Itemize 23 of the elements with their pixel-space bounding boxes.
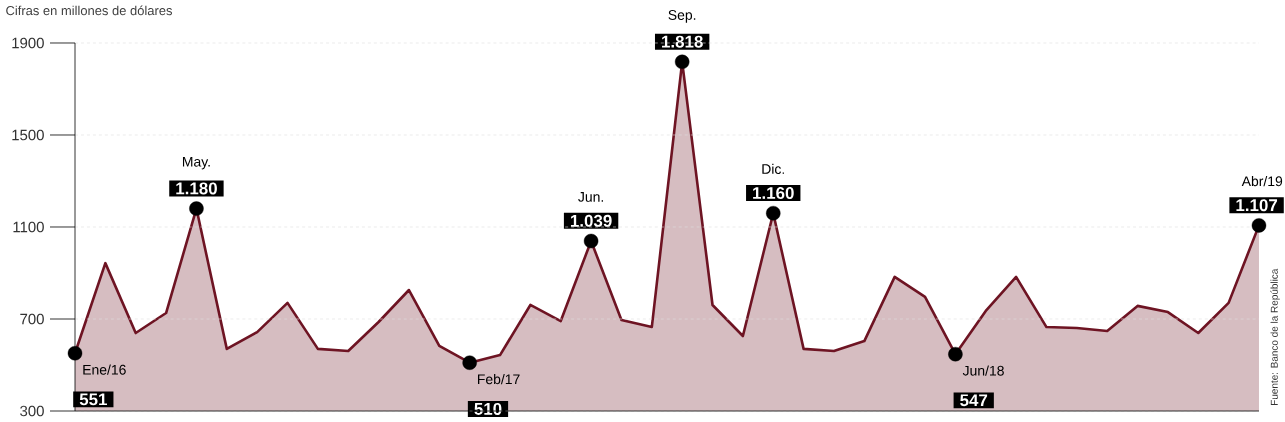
y-tick-label: 300 [20, 405, 44, 417]
y-tick-label: 1500 [12, 129, 44, 141]
annotation: Feb/17 [478, 373, 520, 385]
data-label: 510 [474, 402, 502, 415]
text: Sep. [668, 10, 696, 23]
y-tick-label: 1900 [12, 37, 44, 49]
data-label: 551 [79, 393, 107, 406]
data-label: 1.180 [176, 182, 217, 195]
source-note: Fuente: Banco de la República [1270, 268, 1280, 405]
annotation: Abr/19 [1241, 175, 1283, 187]
data-label: 1.107 [1236, 199, 1278, 212]
annotation: Jun/18 [962, 365, 1004, 376]
annotation: Ene/16 [83, 364, 126, 375]
data-label: 1.039 [570, 214, 612, 227]
annotation: Dic. [762, 163, 784, 174]
chart-subtitle: Cifras en millones de dólares [6, 5, 173, 16]
y-tick-label: 700 [20, 313, 44, 325]
y-tick-label: 1100 [13, 221, 44, 233]
data-label: 1.818 [662, 35, 703, 48]
annotation: May. [182, 156, 210, 170]
data-label: 547 [960, 394, 988, 407]
data-label: 1.160 [753, 187, 794, 199]
annotation: Jun. [578, 192, 603, 202]
